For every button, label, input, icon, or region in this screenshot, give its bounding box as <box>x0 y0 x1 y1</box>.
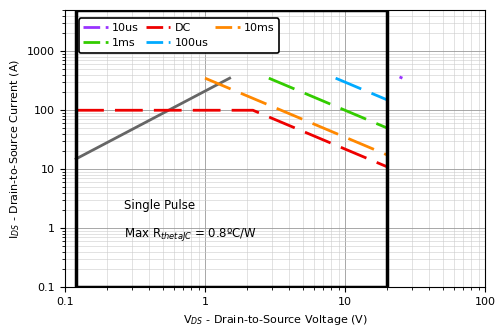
Text: Max R$_{thetaJC}$ = 0.8ºC/W: Max R$_{thetaJC}$ = 0.8ºC/W <box>124 226 257 243</box>
Text: Single Pulse: Single Pulse <box>124 198 195 211</box>
X-axis label: V$_{DS}$ - Drain-to-Source Voltage (V): V$_{DS}$ - Drain-to-Source Voltage (V) <box>182 313 368 327</box>
Legend: 10us, 1ms, DC, 100us, 10ms: 10us, 1ms, DC, 100us, 10ms <box>79 18 279 53</box>
Y-axis label: I$_{DS}$ - Drain-to-Source Current (A): I$_{DS}$ - Drain-to-Source Current (A) <box>8 58 22 239</box>
